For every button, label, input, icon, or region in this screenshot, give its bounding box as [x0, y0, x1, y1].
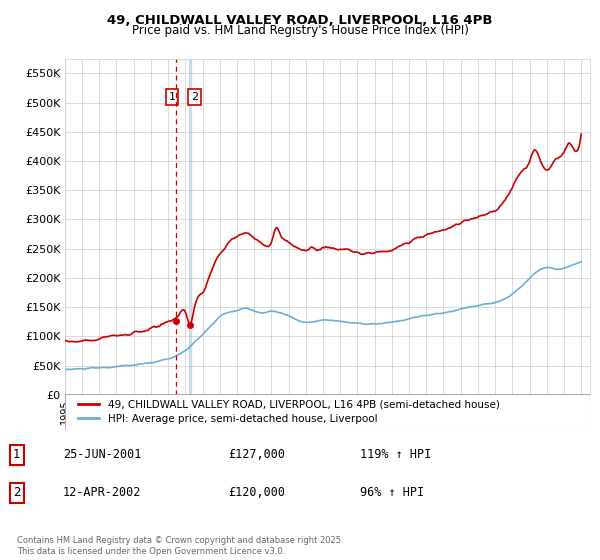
Bar: [189, 59, 191, 395]
Text: Price paid vs. HM Land Registry's House Price Index (HPI): Price paid vs. HM Land Registry's House …: [131, 24, 469, 37]
Text: 96% ↑ HPI: 96% ↑ HPI: [360, 487, 424, 500]
Text: Contains HM Land Registry data © Crown copyright and database right 2025.
This d: Contains HM Land Registry data © Crown c…: [17, 536, 343, 556]
Text: 2: 2: [191, 92, 198, 102]
Text: 12-APR-2002: 12-APR-2002: [63, 487, 142, 500]
Text: 119% ↑ HPI: 119% ↑ HPI: [360, 449, 431, 461]
Text: 25-JUN-2001: 25-JUN-2001: [63, 449, 142, 461]
Text: £120,000: £120,000: [228, 487, 285, 500]
Text: £127,000: £127,000: [228, 449, 285, 461]
Text: 1: 1: [13, 449, 20, 461]
Text: 1: 1: [169, 92, 176, 102]
Legend: 49, CHILDWALL VALLEY ROAD, LIVERPOOL, L16 4PB (semi-detached house), HPI: Averag: 49, CHILDWALL VALLEY ROAD, LIVERPOOL, L1…: [75, 396, 503, 427]
Text: 49, CHILDWALL VALLEY ROAD, LIVERPOOL, L16 4PB: 49, CHILDWALL VALLEY ROAD, LIVERPOOL, L1…: [107, 14, 493, 27]
Text: 2: 2: [13, 487, 20, 500]
FancyBboxPatch shape: [65, 394, 590, 430]
